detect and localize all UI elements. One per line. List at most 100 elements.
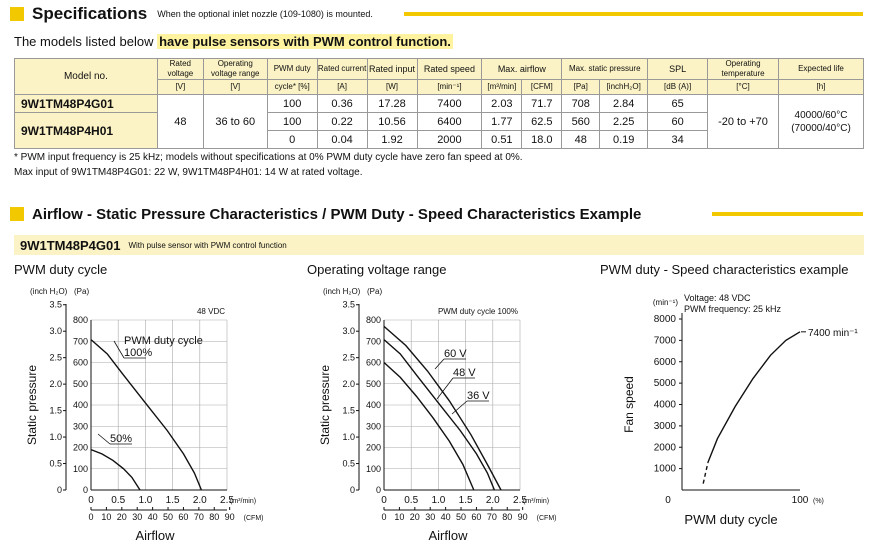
y-tick-label-pa: 300 [73, 421, 88, 431]
th-unit: [V] [202, 79, 268, 95]
lead-plain: The models listed below [14, 34, 158, 49]
model-subheader: 9W1TM48P4G01 With pulse sensor with PWM … [14, 235, 864, 255]
th-rated-voltage: Rated voltage [156, 58, 204, 80]
section-rule [712, 212, 863, 216]
y-tick-label-pa: 700 [73, 336, 88, 346]
x-tick-label: 2.0 [486, 495, 500, 506]
pressure-pa-cell: 48 [561, 130, 601, 149]
x2-unit: (CFM) [244, 515, 264, 522]
series-label: 100% [124, 347, 152, 359]
y-tick-label-inch: 1.5 [49, 406, 62, 416]
input-cell: 1.92 [366, 130, 418, 149]
speed-cell: 7400 [416, 94, 483, 113]
x-axis-label: PWM duty cycle [684, 512, 777, 527]
model-cell: 9W1TM48P4H01 [14, 112, 158, 149]
char-section-header: Airflow - Static Pressure Characteristic… [10, 204, 641, 224]
x2-tick-label: 70 [487, 512, 497, 522]
x2-tick-label: 80 [209, 512, 219, 522]
section-marker [10, 7, 24, 21]
pressure-inch-cell: 2.25 [599, 112, 649, 131]
series-label: 48 V [453, 367, 476, 379]
table-row: 9W1TM48P4H01 100 0.22 10.56 6400 1.77 62… [14, 112, 864, 149]
th-unit: [°C] [707, 79, 779, 95]
th-airflow: Max. airflow [481, 58, 563, 80]
pwm-cell: 0 [266, 130, 318, 149]
pressure-inch-cell: 0.19 [599, 130, 649, 149]
end-label: 7400 min⁻¹ [808, 328, 858, 339]
y-tick-label-inch: 1.0 [342, 432, 355, 442]
x2-tick-label: 20 [410, 512, 420, 522]
section-note: When the optional inlet nozzle (109-1080… [157, 9, 373, 19]
label-leader [97, 433, 111, 445]
pwm-duty-pq-chart: 0 0.5 1.0 1.5 2.0 2.5010020030040050060070080… [25, 287, 264, 543]
lead-text: The models listed below have pulse senso… [14, 34, 453, 49]
x-tick-label: 100 [792, 495, 809, 506]
input-cell: 10.56 [366, 112, 418, 131]
series-line [90, 448, 141, 491]
x2-tick-label: 40 [148, 512, 158, 522]
x2-tick-label: 90 [225, 512, 235, 522]
pwm-cell: 100 [266, 112, 318, 131]
temp-cell: -20 to +70 [707, 94, 779, 149]
y-tick-label-pa: 100 [366, 464, 381, 474]
label-leader [451, 400, 468, 415]
subheader-model: 9W1TM48P4G01 [20, 237, 121, 253]
series-label: 50% [110, 433, 132, 445]
y-tick-label-pa: 200 [366, 443, 381, 453]
label-leader [434, 358, 445, 370]
th-unit: [Pa] [561, 79, 601, 95]
y-tick-label: 3000 [654, 421, 677, 432]
section-marker [10, 207, 24, 221]
chart-title: PWM duty - Speed characteristics example [600, 262, 849, 277]
y-tick-label-inch: 3.5 [342, 300, 355, 310]
series-line [90, 339, 203, 491]
airflow-cfm-cell: 62.5 [521, 112, 563, 131]
y-tick-label-inch: 0 [350, 485, 355, 495]
x2-tick-label: 10 [101, 512, 111, 522]
airflow-cfm-cell: 71.7 [521, 94, 563, 113]
y-unit-pa: (Pa) [74, 287, 89, 296]
section-title: Specifications [32, 4, 148, 23]
y-tick-label: 5000 [654, 378, 677, 389]
y-tick-label-inch: 2.5 [49, 353, 62, 363]
legend-title: PWM duty cycle [124, 335, 203, 347]
th-unit: [inchH₂O] [599, 79, 649, 95]
y-tick-label: 2000 [654, 442, 677, 453]
y-tick-label-inch: 0 [57, 485, 62, 495]
x2-tick-label: 60 [178, 512, 188, 522]
lead-highlight: have pulse sensors with PWM control func… [157, 34, 453, 49]
op-voltage-cell: 36 to 60 [202, 94, 268, 149]
th-speed: Rated speed [416, 58, 483, 80]
spec-table: Model no. Rated voltage Operating voltag… [14, 58, 865, 149]
x2-tick-label: 50 [456, 512, 466, 522]
chart-note: PWM duty cycle 100% [438, 307, 518, 316]
current-cell: 0.22 [316, 112, 368, 131]
x2-tick-label: 90 [518, 512, 528, 522]
y-tick-label: 1000 [654, 464, 677, 475]
current-cell: 0.04 [316, 130, 368, 149]
spl-cell: 65 [647, 94, 709, 113]
th-op-voltage: Operating voltage range [202, 58, 268, 80]
pwm-cell: 100 [266, 94, 318, 113]
x2-tick-label: 60 [471, 512, 481, 522]
x-tick-label: 1.0 [138, 495, 152, 506]
x-unit: (m³/min) [523, 498, 549, 505]
x2-tick-label: 10 [394, 512, 404, 522]
life-cell: 40000/60°C (70000/40°C) [777, 94, 865, 149]
th-unit: [W] [366, 79, 418, 95]
x2-tick-label: 70 [194, 512, 204, 522]
airflow-m3-cell: 1.77 [481, 112, 523, 131]
pwm-speed-chart: 10002000300040005000600070008000(min⁻¹)F… [622, 293, 858, 527]
x2-tick-label: 30 [132, 512, 142, 522]
x-tick-label: 1.0 [431, 495, 445, 506]
spl-cell: 34 [647, 130, 709, 149]
table-row: 9W1TM48P4G01 48 36 to 60 100 0.36 17.28 … [14, 94, 865, 149]
x-tick-label: 1.5 [459, 495, 473, 506]
y-tick-label-inch: 2.0 [342, 379, 355, 389]
pressure-inch-cell: 2.84 [599, 94, 649, 113]
label-leader [113, 340, 125, 359]
y-tick-label-pa: 600 [73, 358, 88, 368]
life-line1: 40000/60°C [794, 109, 848, 121]
chart-note: Voltage: 48 VDC [684, 293, 751, 303]
y-axis-label: Static pressure [25, 365, 39, 445]
